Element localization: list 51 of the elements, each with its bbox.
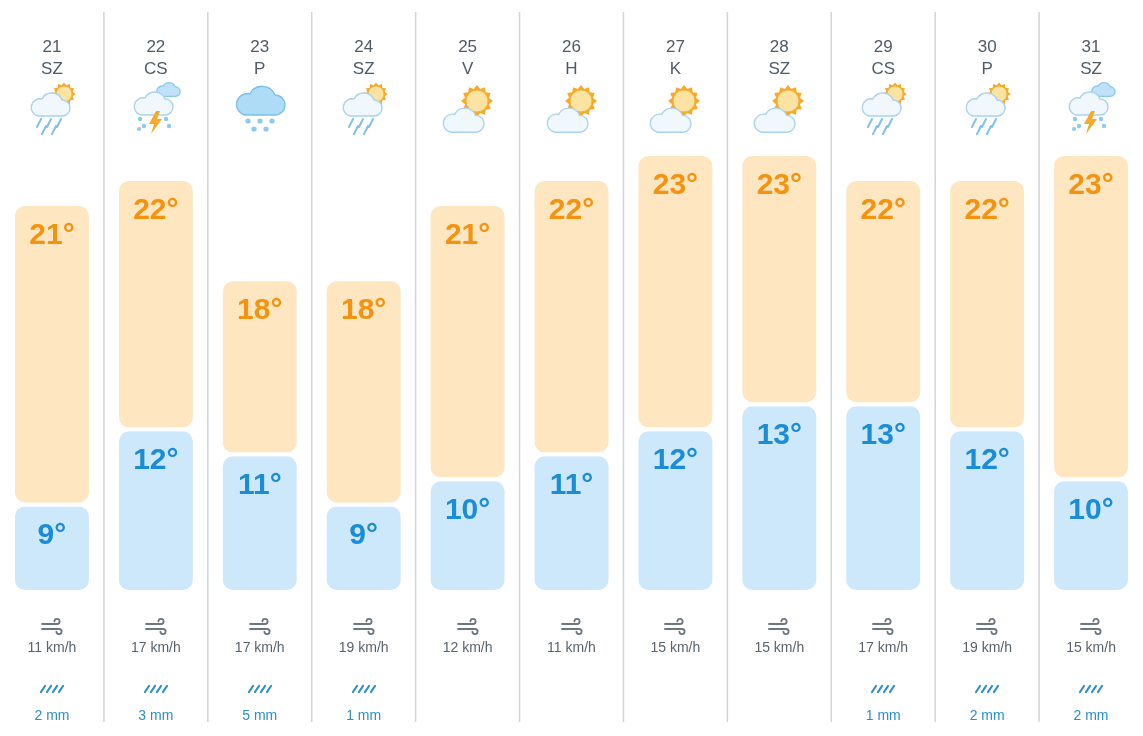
total-label: 23° bbox=[1068, 167, 1114, 200]
data-label: 11° bbox=[549, 467, 594, 501]
data-label: 12° bbox=[964, 442, 1010, 476]
data-label: 13° bbox=[756, 417, 803, 451]
data-label: 12° bbox=[133, 442, 179, 476]
x-tick-label: 30 P bbox=[977, 36, 997, 78]
total-label: 22° bbox=[133, 192, 179, 226]
total-label: 22° bbox=[548, 192, 595, 226]
text: 19 km/h bbox=[338, 639, 389, 655]
text: 1 mm bbox=[346, 707, 382, 723]
x-tick-label: 22 CS bbox=[144, 36, 168, 78]
text: 12 km/h bbox=[442, 639, 493, 655]
total-label: 22° bbox=[860, 192, 906, 226]
x-tick-label: 23 P bbox=[250, 36, 270, 78]
total-label: 21° bbox=[444, 217, 491, 251]
text: 5 mm bbox=[242, 707, 278, 723]
text: 15 km/h bbox=[1066, 639, 1116, 655]
text: 15 km/h bbox=[754, 639, 805, 655]
x-tick-label: 27 K bbox=[665, 36, 685, 78]
total-label: 21° bbox=[29, 217, 75, 251]
data-label: 10° bbox=[444, 492, 491, 526]
text: 11 km/h bbox=[547, 639, 596, 655]
text: 17 km/h bbox=[234, 639, 285, 655]
total-label: 18° bbox=[340, 292, 387, 326]
total-label: 23° bbox=[652, 167, 699, 200]
x-tick-label: 21 SZ bbox=[41, 36, 63, 78]
text: 19 km/h bbox=[962, 639, 1013, 655]
x-tick-label: 25 V bbox=[458, 36, 478, 78]
text: 3 mm bbox=[138, 707, 174, 723]
data-label: 12° bbox=[652, 442, 699, 476]
data-label: 11° bbox=[237, 467, 282, 501]
total-label: 23° bbox=[756, 167, 803, 200]
data-label: 10° bbox=[1068, 492, 1114, 526]
text: 2 mm bbox=[969, 707, 1005, 723]
x-tick-label: 29 CS bbox=[871, 36, 896, 78]
text: 1 mm bbox=[865, 707, 901, 723]
text: 15 km/h bbox=[650, 639, 701, 655]
text: 2 mm bbox=[34, 707, 70, 723]
text: 2 mm bbox=[1073, 707, 1109, 723]
text: 11 km/h bbox=[27, 639, 77, 655]
x-tick-label: 31 SZ bbox=[1080, 36, 1102, 78]
x-tick-label: 28 SZ bbox=[768, 36, 791, 78]
data-label: 9° bbox=[349, 517, 379, 551]
data-label: 9° bbox=[37, 517, 67, 551]
total-label: 22° bbox=[964, 192, 1010, 226]
data-label: 13° bbox=[860, 417, 906, 451]
text: 17 km/h bbox=[130, 639, 181, 655]
total-label: 18° bbox=[237, 292, 283, 326]
x-tick-label: 26 H bbox=[562, 36, 581, 78]
x-tick-label: 24 SZ bbox=[352, 36, 375, 78]
text: 17 km/h bbox=[858, 639, 909, 655]
